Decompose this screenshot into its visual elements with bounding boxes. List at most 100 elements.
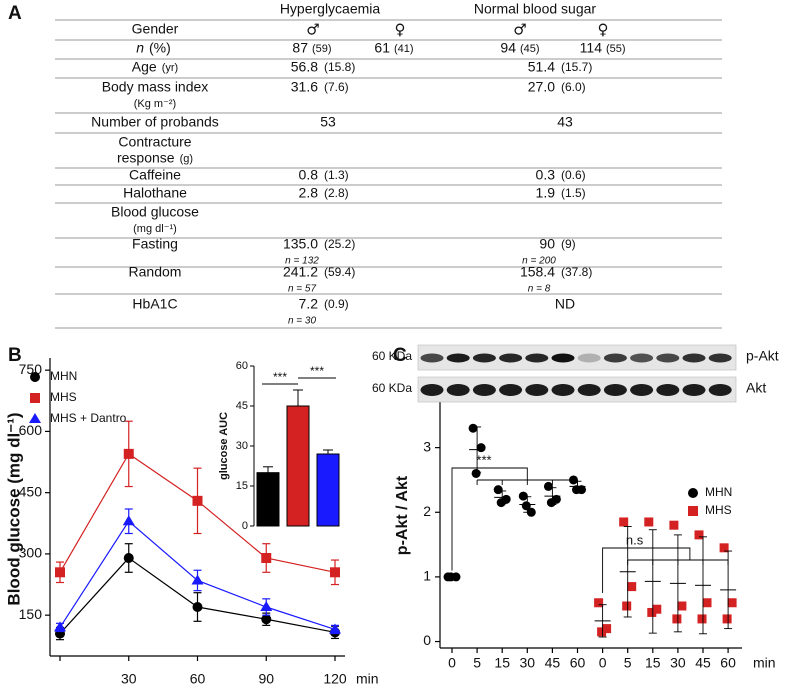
marker: [546, 498, 556, 508]
marker: [30, 372, 40, 382]
marker: [468, 423, 478, 433]
x-tick-label: 15: [494, 655, 510, 671]
cell-sd: (15.8): [324, 60, 355, 74]
group-header: Normal blood sugar: [474, 1, 597, 17]
row-label: Body mass index: [102, 79, 209, 95]
y-tick-label: 30: [236, 440, 248, 452]
marker: [602, 624, 612, 634]
row-label: Contracture: [118, 134, 191, 150]
x-tick-label: 15: [645, 655, 661, 671]
y-axis-label: glucose AUC: [218, 412, 230, 480]
gender-symbol: ♀: [395, 21, 406, 39]
marker: [30, 393, 40, 403]
cell-value: ND: [555, 296, 575, 312]
y-tick-label: 450: [19, 483, 43, 499]
marker: [122, 515, 135, 526]
annotation-bracket: [451, 467, 578, 571]
marker: [471, 468, 481, 478]
legend-label: MHN: [705, 485, 732, 499]
cell-value: 1.9: [536, 185, 556, 201]
marker: [722, 614, 732, 624]
cell-sd: (0.9): [324, 297, 349, 311]
cell-value: 27.0: [528, 79, 555, 95]
row-label: Caffeine: [129, 167, 181, 183]
cell-sd: (1.5): [561, 186, 586, 200]
panel-label: A: [8, 3, 22, 24]
x-tick-label: 5: [624, 655, 632, 671]
blot-band: [446, 353, 470, 363]
x-tick-label: 60: [720, 655, 736, 671]
blot-band: [472, 384, 496, 396]
row-label: HbA1C: [132, 296, 177, 312]
x-tick-label: 45: [545, 655, 561, 671]
cell-sd: (37.8): [561, 265, 592, 279]
marker: [260, 601, 273, 611]
cell-sd: (15.7): [561, 60, 592, 74]
gender-symbol: ♂: [513, 21, 526, 39]
blot-band: [603, 384, 627, 396]
marker: [329, 623, 341, 634]
blot-band: [656, 353, 680, 363]
blot-band: [420, 353, 444, 363]
row-label: Halothane: [123, 185, 187, 201]
panel-label: C: [393, 345, 407, 366]
blot-band: [472, 353, 496, 363]
blot-band: [682, 353, 706, 363]
marker: [719, 543, 729, 553]
gender-symbol: ♂: [306, 21, 319, 39]
blot-band: [603, 353, 627, 363]
x-tick-label: 30: [670, 655, 686, 671]
marker: [261, 553, 272, 563]
y-tick-label: 300: [19, 545, 43, 561]
cell-n: n = 8: [528, 284, 551, 295]
cell-sd: (9): [561, 237, 576, 251]
y-axis-label: p-Akt / Akt: [394, 475, 411, 555]
row-label: (%): [149, 40, 171, 56]
marker: [55, 567, 65, 578]
row-label: n: [136, 40, 144, 56]
marker: [594, 598, 604, 608]
marker: [476, 443, 486, 453]
marker: [261, 614, 272, 625]
blot-band: [499, 353, 523, 363]
x-tick-label: 0: [448, 655, 456, 671]
row-label: Random: [129, 264, 182, 280]
cell-sd: (25.2): [324, 237, 355, 251]
marker: [496, 498, 506, 508]
row-unit: (g): [180, 153, 193, 165]
blot-band: [630, 353, 654, 363]
marker: [622, 601, 632, 611]
legend-label: MHS: [705, 503, 732, 517]
row-label: Gender: [132, 21, 179, 37]
cell-value: 90: [539, 236, 555, 252]
y-tick-label: 3: [423, 438, 431, 454]
legend-label: MHS: [50, 390, 77, 404]
row-label: Number of probands: [91, 114, 219, 130]
marker: [521, 501, 531, 511]
marker: [191, 574, 204, 585]
blot-band-label: Akt: [746, 380, 766, 396]
cell-value: 241.2: [283, 264, 318, 280]
cell-sd: (41): [394, 43, 414, 55]
cell-value: 158.4: [520, 264, 555, 280]
cell-n: n = 200: [522, 256, 556, 267]
row-label: Fasting: [132, 236, 178, 252]
blot-band: [499, 384, 523, 396]
marker: [702, 598, 712, 608]
cell-sd: (6.0): [561, 80, 586, 94]
panel-label: B: [8, 345, 22, 366]
y-tick-label: 600: [19, 422, 43, 438]
cell-sd: (0.6): [561, 168, 586, 182]
marker: [672, 614, 682, 624]
y-tick-label: 0: [242, 520, 248, 532]
cell-value: 51.4: [528, 59, 555, 75]
marker: [518, 491, 528, 501]
blot-band: [525, 384, 549, 396]
y-tick-label: 45: [236, 400, 248, 412]
cell-value: 0.3: [536, 167, 556, 183]
y-tick-label: 15: [236, 480, 248, 492]
cell-n: n = 57: [288, 284, 317, 295]
cell-n: n = 30: [288, 316, 317, 327]
marker: [647, 607, 657, 617]
